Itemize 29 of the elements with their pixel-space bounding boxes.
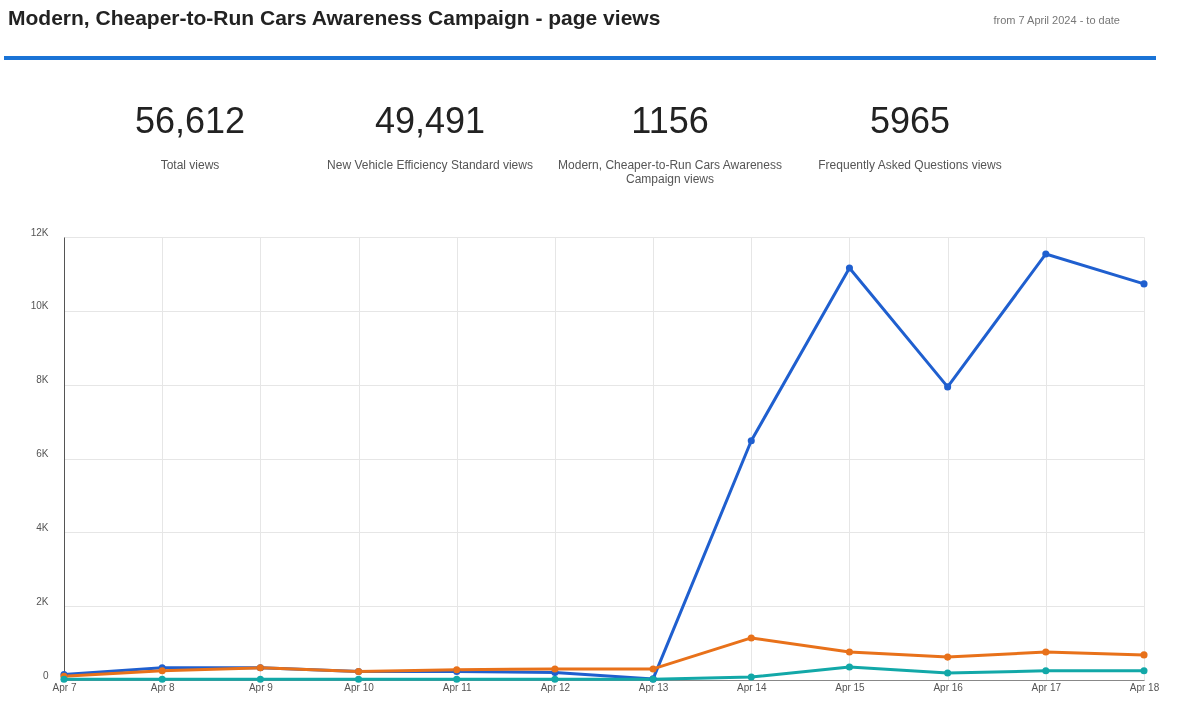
x-tick-label: Apr 8: [150, 681, 176, 693]
text: Modern, Cheaper-to-Run Cars Awareness Campaign views: [557, 158, 783, 186]
text: 56,612: [133, 100, 247, 142]
y-tick-label: 8K: [36, 374, 49, 386]
text: from 7 April 2024 - to date: [993, 14, 1120, 26]
x-tick-label: Apr 15: [835, 681, 866, 693]
x-tick-label: Apr 14: [737, 681, 767, 693]
x-tick-label: Apr 18: [1129, 681, 1160, 693]
y-tick-label: 4K: [36, 521, 49, 533]
y-tick-label: 12K: [30, 226, 49, 238]
text: New Vehicle Efficiency Standard views: [326, 158, 534, 172]
x-tick-label: Apr 17: [1031, 681, 1062, 693]
y-tick-label: 10K: [30, 300, 49, 312]
text: 5965: [868, 100, 952, 142]
y-tick-label: 6K: [36, 448, 49, 459]
text: 49,491: [373, 100, 487, 142]
text: Frequently Asked Questions views: [817, 158, 1003, 172]
text: Modern, Cheaper-to-Run Cars Awareness Campaign - page views: [8, 6, 661, 30]
x-tick-label: Apr 12: [540, 681, 571, 693]
x-tick-label: Apr 13: [638, 681, 669, 693]
text: Total views: [159, 158, 221, 172]
text: 1156: [630, 100, 710, 142]
x-tick-label: Apr 9: [248, 681, 274, 693]
x-tick-label: Apr 10: [344, 681, 375, 693]
x-tick-label: Apr 7: [52, 681, 77, 693]
x-tick-label: Apr 11: [442, 681, 473, 693]
x-tick-label: Apr 16: [933, 681, 964, 693]
y-tick-label: 0: [42, 669, 49, 681]
y-tick-label: 2K: [36, 595, 49, 607]
